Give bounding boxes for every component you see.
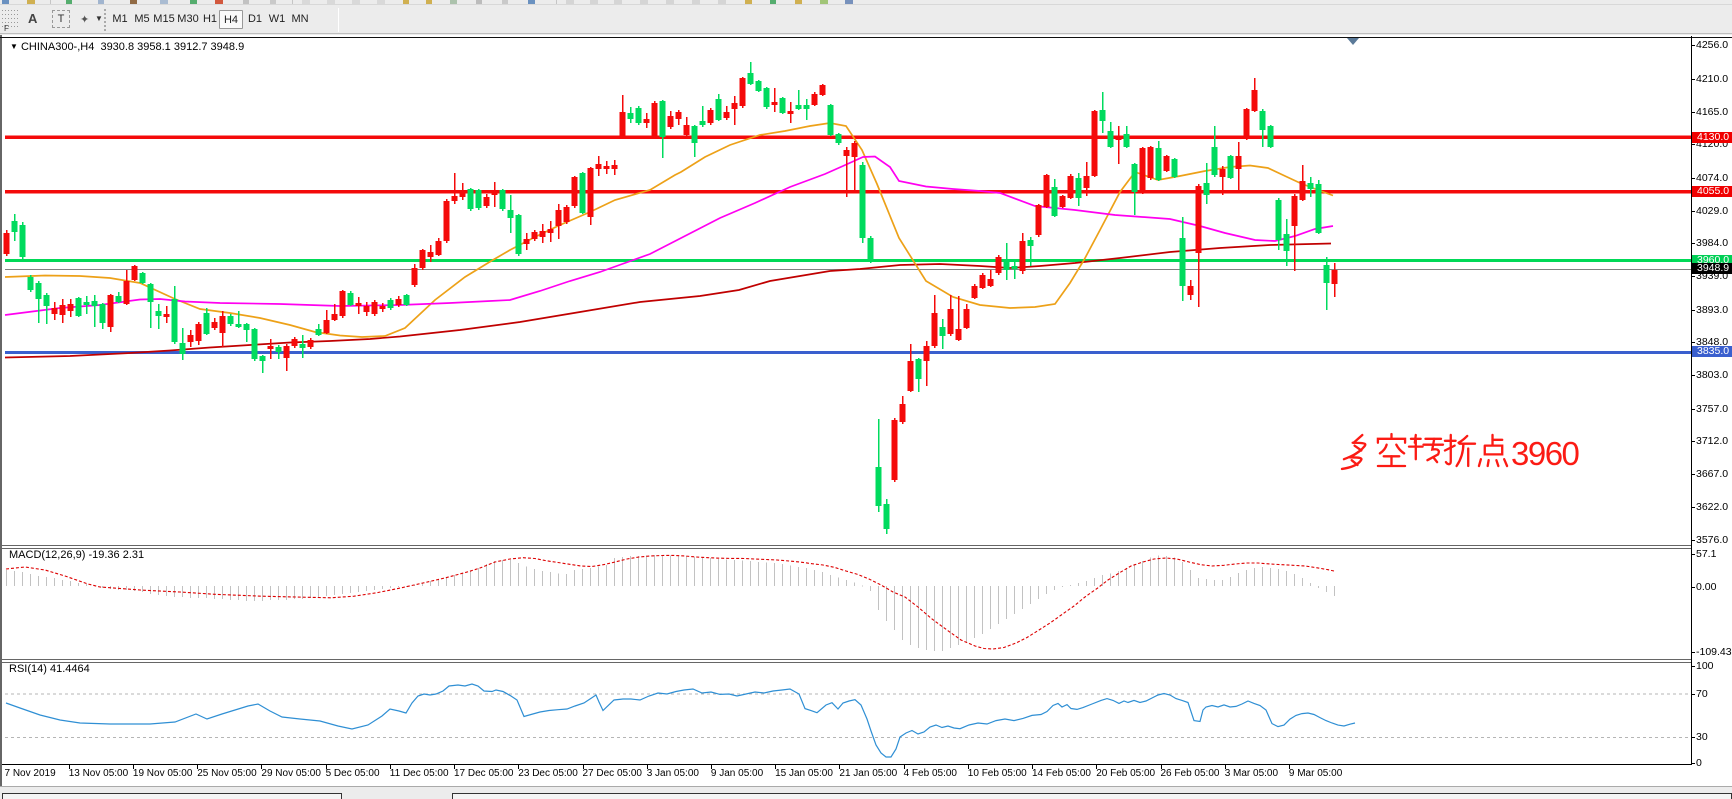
svg-text:3960: 3960 [1511,435,1580,472]
